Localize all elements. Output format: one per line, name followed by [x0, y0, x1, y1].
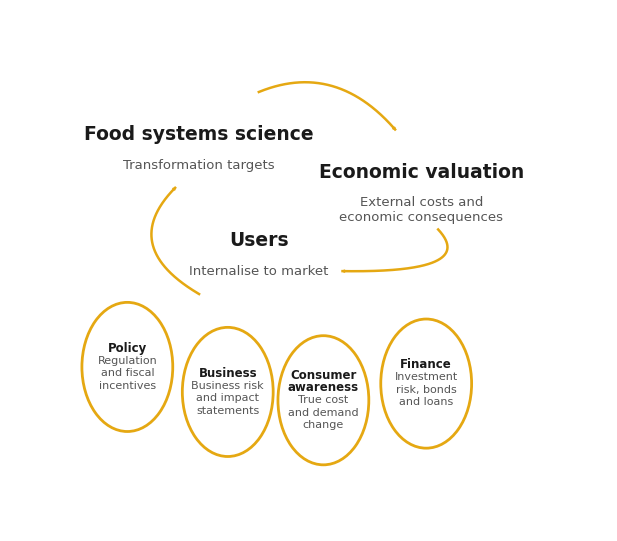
- Text: Investment: Investment: [394, 372, 458, 382]
- Text: and impact: and impact: [196, 393, 259, 403]
- Text: Regulation: Regulation: [97, 355, 157, 366]
- Text: Internalise to market: Internalise to market: [189, 265, 328, 278]
- Text: risk, bonds: risk, bonds: [396, 385, 457, 395]
- Text: True cost: True cost: [298, 395, 349, 405]
- Polygon shape: [342, 270, 345, 272]
- Text: Business: Business: [199, 367, 257, 380]
- Text: Transformation targets: Transformation targets: [123, 159, 275, 171]
- Text: and fiscal: and fiscal: [101, 368, 154, 378]
- Text: statements: statements: [196, 406, 259, 415]
- Text: change: change: [303, 420, 344, 430]
- Text: awareness: awareness: [288, 381, 359, 394]
- Text: and demand: and demand: [288, 408, 358, 418]
- Text: Economic valuation: Economic valuation: [319, 162, 524, 182]
- Text: Finance: Finance: [400, 358, 452, 371]
- Text: Consumer: Consumer: [290, 369, 357, 382]
- Polygon shape: [173, 188, 175, 190]
- Text: Food systems science: Food systems science: [85, 125, 314, 144]
- Polygon shape: [392, 127, 395, 129]
- Text: External costs and
economic consequences: External costs and economic consequences: [339, 196, 503, 224]
- Text: and loans: and loans: [399, 397, 453, 407]
- Text: Policy: Policy: [108, 342, 147, 355]
- Text: Business risk: Business risk: [191, 381, 264, 391]
- Text: Users: Users: [229, 232, 289, 250]
- Text: incentives: incentives: [99, 381, 156, 391]
